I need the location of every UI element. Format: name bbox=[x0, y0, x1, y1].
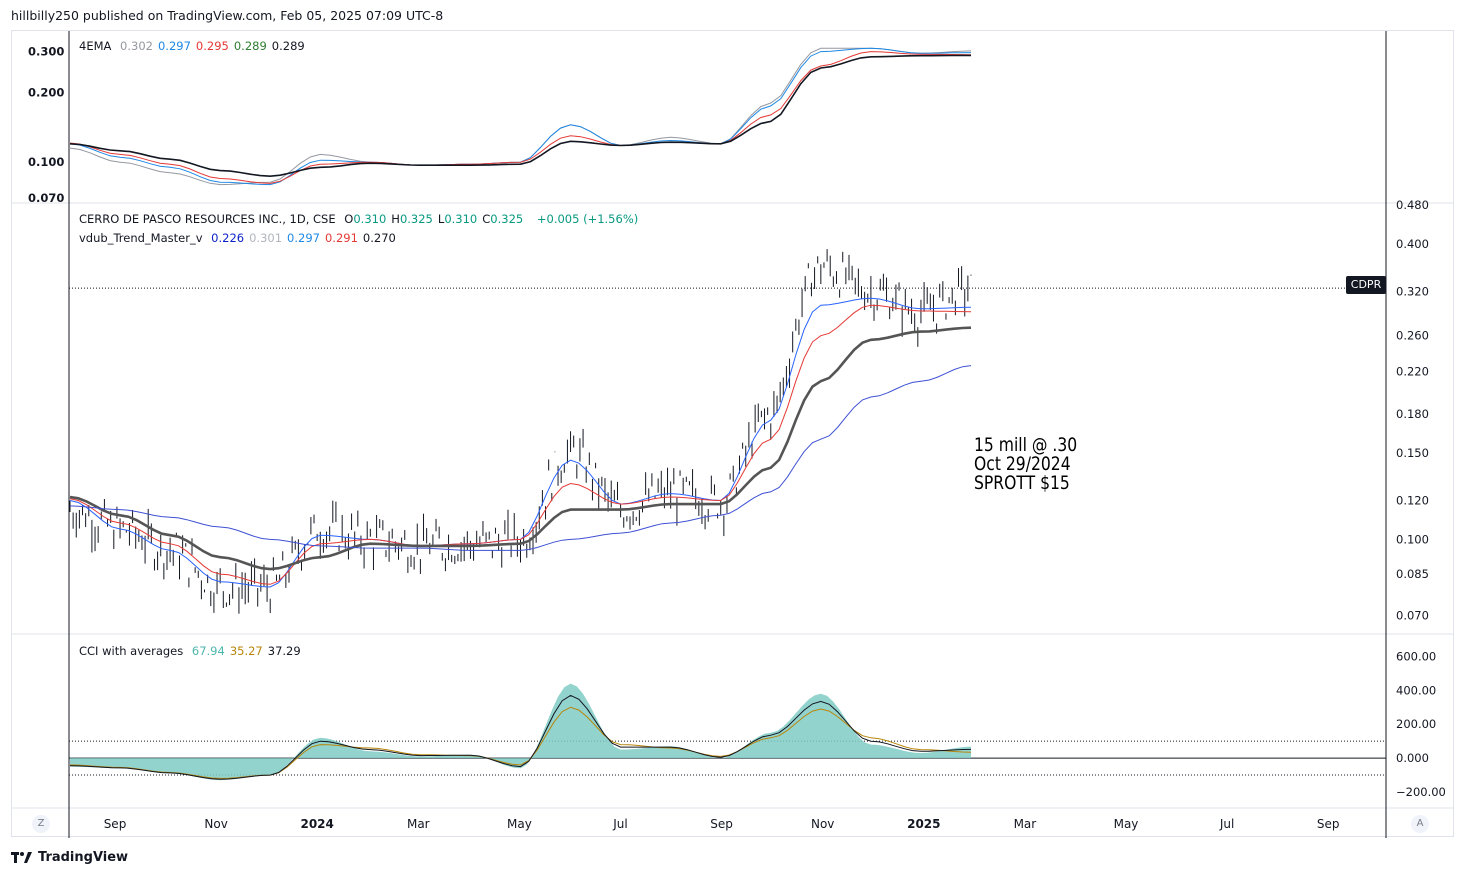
brand-name: TradingView bbox=[38, 850, 129, 865]
annotation-line-1: 15 mill @ .30 bbox=[974, 434, 1078, 456]
price-ma-line-4 bbox=[69, 365, 972, 551]
ohlc-value-0: 0.310 bbox=[353, 212, 387, 226]
price-ma-line-2 bbox=[69, 304, 972, 585]
cci-y-tick-2: 200.00 bbox=[1396, 717, 1436, 731]
x-axis-label-5: Jul bbox=[612, 817, 627, 831]
ohlc-key-2: L bbox=[437, 212, 445, 226]
tradingview-logo: TradingView bbox=[11, 850, 128, 865]
x-axis-label-7: Nov bbox=[811, 817, 834, 831]
ohlc-value-1: 0.325 bbox=[399, 212, 433, 226]
ema-legend-value-0: 0.302 bbox=[120, 39, 153, 53]
change-value: +0.005 (+1.56%) bbox=[536, 212, 639, 226]
indicator-legend: vdub_Trend_Master_v 0.226 0.301 0.297 0.291… bbox=[79, 231, 406, 245]
x-axis-label-9: Mar bbox=[1014, 817, 1037, 831]
publish-header: hillbilly250 published on TradingView.co… bbox=[11, 8, 444, 23]
price-y-tick-9: 0.085 bbox=[1396, 567, 1429, 581]
price-y-tick-2: 0.320 bbox=[1396, 284, 1429, 298]
cci-legend-name: CCI with averages bbox=[79, 644, 184, 658]
ema-legend-value-3: 0.289 bbox=[233, 39, 267, 53]
ema-line-3 bbox=[69, 54, 971, 178]
x-axis-label-6: Sep bbox=[710, 817, 733, 831]
price-ma-line-3 bbox=[69, 326, 972, 571]
auto-scale-button[interactable]: A bbox=[1411, 815, 1429, 833]
ohlc-value-3: 0.325 bbox=[490, 212, 524, 226]
x-axis-label-10: May bbox=[1114, 817, 1139, 831]
ema-line-2 bbox=[69, 51, 972, 184]
cci-legend-value-1: 35.27 bbox=[229, 644, 263, 658]
ema-y-tick-0: 0.300 bbox=[28, 45, 64, 59]
ohlc-value-2: 0.310 bbox=[444, 212, 478, 226]
ohlc-key-0: O bbox=[344, 212, 354, 226]
x-axis-label-0: Sep bbox=[104, 817, 127, 831]
x-axis-label-3: Mar bbox=[407, 817, 430, 831]
ema-legend-value-2: 0.295 bbox=[195, 39, 229, 53]
x-axis-label-11: Jul bbox=[1219, 817, 1234, 831]
zoom-reset-button[interactable]: Z bbox=[32, 815, 50, 833]
x-axis-label-2: 2024 bbox=[300, 817, 333, 831]
cci-legend: CCI with averages 67.94 35.27 37.29 bbox=[79, 644, 311, 658]
ohlc-key-1: H bbox=[391, 212, 400, 226]
ema-legend-value-1: 0.297 bbox=[157, 39, 191, 53]
price-y-tick-0: 0.480 bbox=[1396, 198, 1429, 212]
indicator-legend-value-4: 0.270 bbox=[362, 231, 396, 245]
x-axis-label-1: Nov bbox=[204, 817, 227, 831]
price-y-tick-10: 0.070 bbox=[1396, 608, 1429, 622]
x-axis-label-4: May bbox=[507, 817, 532, 831]
price-y-tick-8: 0.100 bbox=[1396, 532, 1429, 546]
tradingview-logo-icon bbox=[11, 851, 32, 863]
chart-frame bbox=[11, 30, 1454, 837]
symbol-price-badge: CDPR bbox=[1346, 276, 1386, 294]
cci-y-tick-4: −200.00 bbox=[1396, 785, 1446, 799]
ema-y-tick-3: 0.070 bbox=[28, 191, 64, 205]
cci-y-tick-0: 600.00 bbox=[1396, 649, 1436, 663]
ema-legend-name: 4EMA bbox=[79, 39, 112, 53]
price-y-tick-3: 0.260 bbox=[1396, 329, 1429, 343]
indicator-legend-value-1: 0.301 bbox=[249, 231, 283, 245]
ema-legend-value-4: 0.289 bbox=[271, 39, 305, 53]
symbol-title: CERRO DE PASCO RESOURCES INC., 1D, CSE bbox=[79, 212, 336, 226]
cci-area bbox=[70, 683, 971, 781]
indicator-legend-value-2: 0.297 bbox=[287, 231, 320, 245]
annotation-line-2: Oct 29/2024 bbox=[974, 453, 1071, 475]
chart-annotation: 15 mill @ .30 Oct 29/2024 SPROTT $15 bbox=[974, 436, 1077, 493]
cci-legend-value-2: 37.29 bbox=[267, 644, 301, 658]
ema-legend: 4EMA 0.302 0.297 0.295 0.289 0.289 bbox=[79, 39, 315, 53]
cci-average-line bbox=[69, 706, 972, 779]
x-axis-label-12: Sep bbox=[1317, 817, 1340, 831]
price-y-tick-1: 0.400 bbox=[1396, 237, 1429, 251]
ema-y-tick-2: 0.100 bbox=[28, 155, 64, 169]
cci-line bbox=[69, 694, 972, 780]
indicator-legend-value-0: 0.226 bbox=[211, 231, 245, 245]
cci-y-tick-1: 400.00 bbox=[1396, 683, 1436, 697]
ema-y-tick-1: 0.200 bbox=[28, 85, 64, 99]
ohlc-key-3: C bbox=[482, 212, 491, 226]
cci-y-tick-3: 0.000 bbox=[1396, 751, 1429, 765]
cci-legend-value-0: 67.94 bbox=[191, 644, 225, 658]
x-axis-label-8: 2025 bbox=[907, 817, 940, 831]
price-y-tick-4: 0.220 bbox=[1396, 364, 1429, 378]
price-y-tick-6: 0.150 bbox=[1396, 446, 1429, 460]
price-y-tick-7: 0.120 bbox=[1396, 494, 1429, 508]
price-legend: CERRO DE PASCO RESOURCES INC., 1D, CSE O… bbox=[79, 212, 643, 226]
price-y-tick-5: 0.180 bbox=[1396, 407, 1429, 421]
annotation-line-3: SPROTT $15 bbox=[974, 472, 1070, 494]
indicator-name: vdub_Trend_Master_v bbox=[79, 231, 203, 245]
indicator-legend-value-3: 0.291 bbox=[324, 231, 358, 245]
